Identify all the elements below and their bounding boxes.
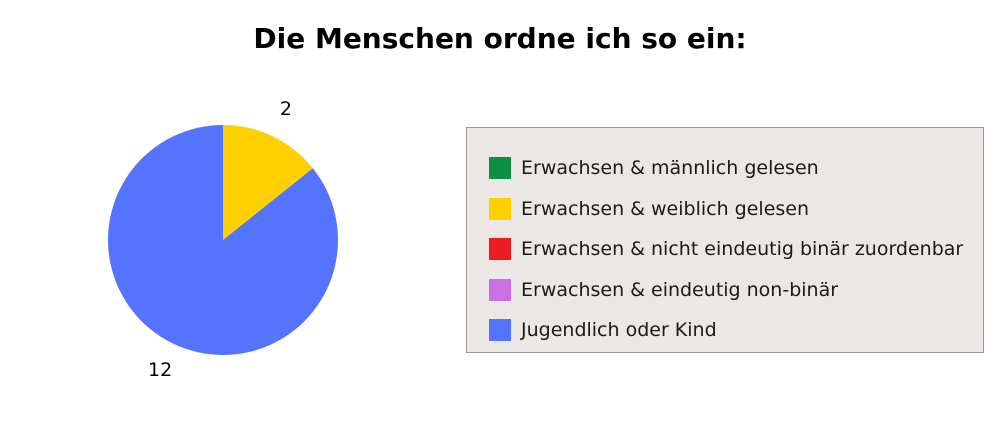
pie-data-label-2: 2 [280,98,292,120]
pie-slices [108,125,338,355]
legend-swatch [489,319,511,342]
pie-labels: 2 12 [148,98,292,381]
legend-item: Erwachsen & männlich gelesen [489,148,983,189]
legend-swatch [489,157,511,180]
legend-items: Erwachsen & männlich gelesen Erwachsen & … [489,148,983,351]
pie-slice-2 [223,125,313,240]
legend-item: Erwachsen & eindeutig non-binär [489,270,983,311]
legend-label: Erwachsen & weiblich gelesen [521,197,810,220]
legend-swatch [489,278,511,301]
legend-swatch [489,197,511,220]
chart-title: Die Menschen ordne ich so ein: [253,22,747,55]
legend-label: Erwachsen & nicht eindeutig binär zuorde… [521,238,964,261]
pie-slice-5 [108,125,338,355]
legend-item: Jugendlich oder Kind [489,310,983,351]
legend-swatch [489,238,511,261]
legend-label: Erwachsen & eindeutig non-binär [521,278,839,301]
legend-label: Jugendlich oder Kind [521,319,717,342]
legend: Erwachsen & männlich gelesen Erwachsen & … [466,127,984,353]
pie-data-label-5: 12 [148,359,172,381]
legend-item: Erwachsen & weiblich gelesen [489,189,983,230]
pie-chart: 2 12 [108,98,338,381]
legend-label: Erwachsen & männlich gelesen [521,157,819,180]
legend-item: Erwachsen & nicht eindeutig binär zuorde… [489,229,983,270]
